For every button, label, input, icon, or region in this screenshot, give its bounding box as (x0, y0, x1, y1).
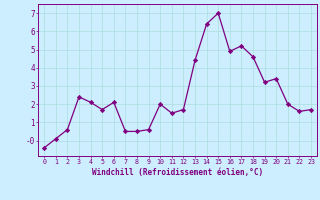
X-axis label: Windchill (Refroidissement éolien,°C): Windchill (Refroidissement éolien,°C) (92, 168, 263, 177)
